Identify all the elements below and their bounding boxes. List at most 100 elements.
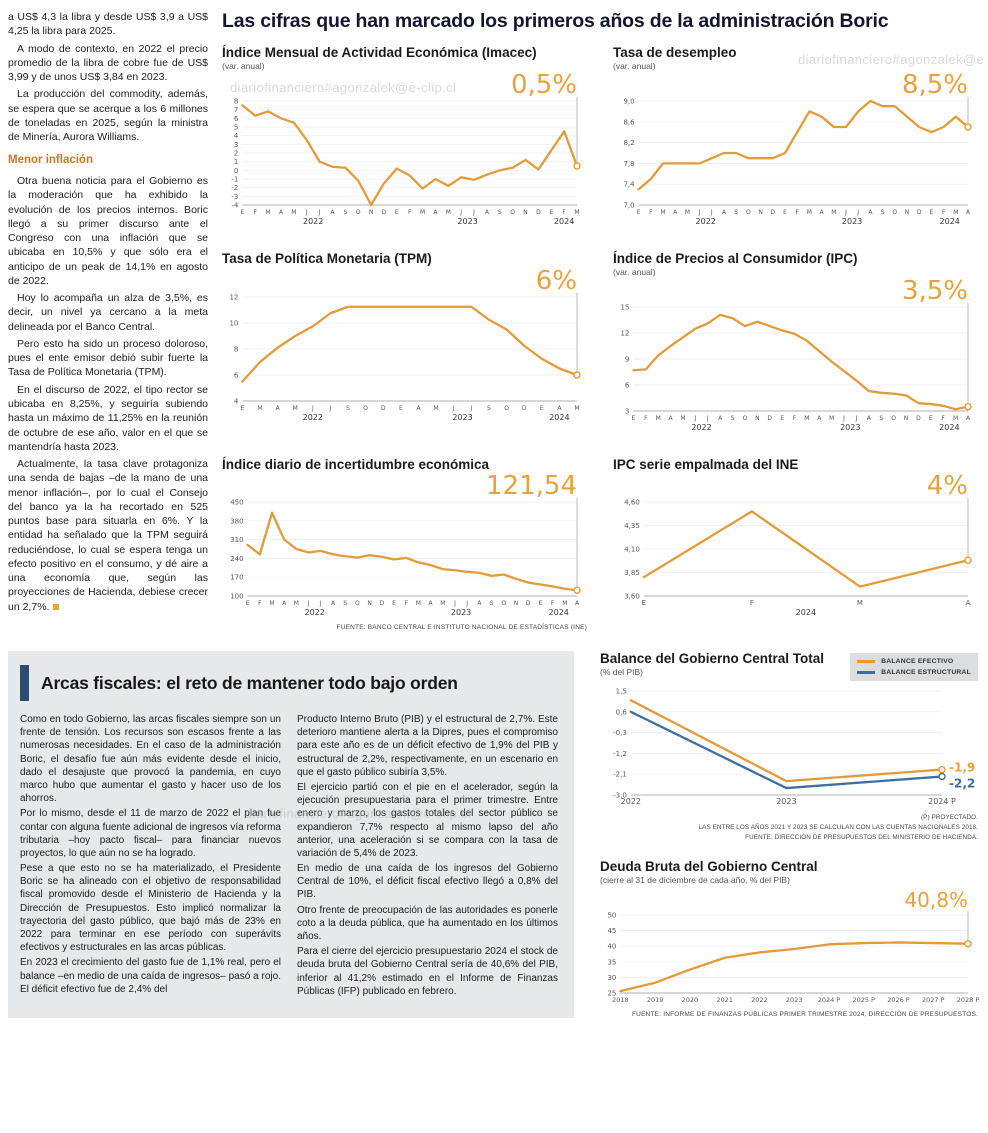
svg-text:A: A — [282, 600, 287, 607]
svg-text:E: E — [395, 209, 399, 216]
chart-title: Deuda Bruta del Gobierno Central — [600, 859, 818, 875]
svg-text:D: D — [382, 209, 387, 216]
svg-text:A: A — [820, 209, 825, 216]
svg-text:E: E — [549, 209, 553, 216]
article-paragraph: En 2023 el crecimiento del gasto fue de … — [20, 957, 281, 995]
svg-text:2022: 2022 — [696, 217, 716, 226]
charts-section: Las cifras que han marcado los primeros … — [222, 8, 978, 631]
svg-text:8,6: 8,6 — [623, 118, 635, 126]
svg-text:2024: 2024 — [549, 413, 569, 422]
svg-text:M: M — [257, 405, 262, 412]
svg-text:10: 10 — [229, 320, 238, 328]
svg-text:7,8: 7,8 — [623, 160, 634, 168]
svg-text:2022: 2022 — [303, 413, 323, 422]
article-paragraph: Otra buena noticia para el Gobierno es l… — [8, 175, 208, 287]
svg-text:O: O — [501, 600, 506, 607]
svg-text:2024: 2024 — [796, 608, 816, 617]
svg-text:0: 0 — [234, 167, 238, 175]
chart-subtitle: (cierre al 31 de diciembre de cada año, … — [600, 875, 790, 886]
svg-text:M: M — [574, 405, 579, 412]
svg-text:2024: 2024 — [939, 423, 959, 432]
svg-text:240: 240 — [230, 555, 243, 563]
svg-text:M: M — [294, 600, 299, 607]
svg-text:2: 2 — [234, 150, 238, 158]
svg-text:A: A — [718, 415, 723, 422]
svg-text:8: 8 — [234, 98, 238, 106]
svg-text:A: A — [433, 209, 438, 216]
chart-card-ipc-empalmada: IPC serie empalmada del INE 4,60 4,35 4,10… — [613, 457, 978, 631]
svg-text:2024: 2024 — [940, 217, 960, 226]
svg-text:A: A — [817, 415, 822, 422]
svg-text:F: F — [404, 600, 408, 607]
svg-text:E: E — [632, 415, 636, 422]
svg-text:E: E — [241, 209, 245, 216]
svg-text:3,5%: 3,5% — [902, 276, 968, 306]
svg-text:M: M — [804, 415, 809, 422]
svg-text:A: A — [673, 209, 678, 216]
chart-source: FUENTE: INFORME DE FINANZAS PÚBLICAS PRI… — [632, 1011, 978, 1019]
legend-label: BALANCE EFECTIVO — [881, 658, 954, 665]
svg-text:2026 P: 2026 P — [887, 996, 910, 1004]
svg-text:-2,2: -2,2 — [949, 777, 975, 791]
svg-text:40,8%: 40,8% — [904, 888, 968, 912]
svg-text:8,5%: 8,5% — [902, 70, 968, 100]
svg-text:2023: 2023 — [842, 217, 862, 226]
unemployment-chart: 9,0 8,6 8,2 7,8 7,4 7,0 E F M A M J J A S O N D E F M A M J J A S O… — [613, 70, 978, 231]
svg-text:M: M — [446, 209, 451, 216]
svg-text:F: F — [795, 209, 799, 216]
chart-subtitle: (var. anual) — [222, 61, 265, 71]
svg-text:2025 P: 2025 P — [852, 996, 875, 1004]
svg-text:M: M — [831, 209, 836, 216]
svg-text:M: M — [685, 209, 690, 216]
svg-text:S: S — [487, 405, 491, 412]
svg-text:J: J — [329, 405, 332, 412]
svg-text:O: O — [891, 415, 896, 422]
svg-text:J: J — [706, 415, 709, 422]
legend-swatch-blue — [857, 671, 876, 674]
svg-text:M: M — [680, 415, 685, 422]
svg-text:F: F — [254, 209, 258, 216]
svg-text:J: J — [855, 415, 858, 422]
svg-text:E: E — [780, 415, 784, 422]
chart-note: LAS ENTRE LOS AÑOS 2021 Y 2023 SE CALCUL… — [698, 824, 978, 832]
uncertainty-chart: 450 380 310 240 170 100 E F M A M J J A S O N D E F M A M J J A S O… — [222, 471, 587, 622]
svg-text:7,4: 7,4 — [623, 181, 635, 189]
svg-text:F: F — [551, 600, 555, 607]
svg-text:J: J — [465, 600, 468, 607]
svg-text:O: O — [356, 209, 361, 216]
arcas-fiscales-header: Arcas fiscales: el reto de mantener todo… — [20, 665, 558, 701]
svg-text:N: N — [755, 415, 760, 422]
imacec-chart: 8 7 6 5 4 3 2 1 0 -1 -2 -3 -4 E F M A M J J A S O N D E F M A M J J A S O N… — [222, 70, 587, 231]
svg-text:-3: -3 — [231, 193, 238, 201]
svg-text:2022: 2022 — [751, 996, 768, 1004]
chart-title: Índice Mensual de Actividad Económica (I… — [222, 45, 537, 60]
svg-text:O: O — [743, 415, 748, 422]
svg-text:A: A — [485, 209, 490, 216]
svg-text:J: J — [453, 600, 456, 607]
svg-text:4,35: 4,35 — [624, 522, 640, 530]
svg-text:6: 6 — [234, 372, 239, 380]
svg-text:100: 100 — [230, 593, 243, 601]
svg-text:6: 6 — [234, 115, 239, 123]
legend-swatch-orange — [857, 660, 876, 663]
chart-title: Índice de Precios al Consumidor (IPC) — [613, 251, 858, 266]
svg-text:4: 4 — [234, 398, 239, 406]
svg-text:450: 450 — [230, 499, 243, 507]
article-paragraph: Por lo mismo, desde el 11 de marzo de 20… — [20, 808, 281, 859]
chart-title: Tasa de Política Monetaria (TPM) — [222, 251, 432, 266]
svg-text:S: S — [881, 209, 885, 216]
svg-text:3: 3 — [625, 408, 629, 416]
article-paragraph: a US$ 4,3 la libra y desde US$ 3,9 a US$… — [8, 11, 208, 38]
article-paragraph: El ejercicio partió con el pie en el ace… — [297, 781, 558, 859]
svg-text:J: J — [305, 209, 308, 216]
svg-text:A: A — [966, 415, 971, 422]
svg-text:6%: 6% — [536, 266, 577, 296]
top-section: a US$ 4,3 la libra y desde US$ 3,9 a US$… — [8, 8, 978, 631]
svg-text:S: S — [343, 600, 347, 607]
svg-text:M: M — [953, 415, 958, 422]
svg-text:A: A — [868, 209, 873, 216]
svg-text:M: M — [953, 209, 958, 216]
subhead-menor-inflacion: Menor inflación — [8, 154, 93, 167]
svg-text:J: J — [307, 600, 310, 607]
article-end-marker-icon — [53, 603, 60, 610]
